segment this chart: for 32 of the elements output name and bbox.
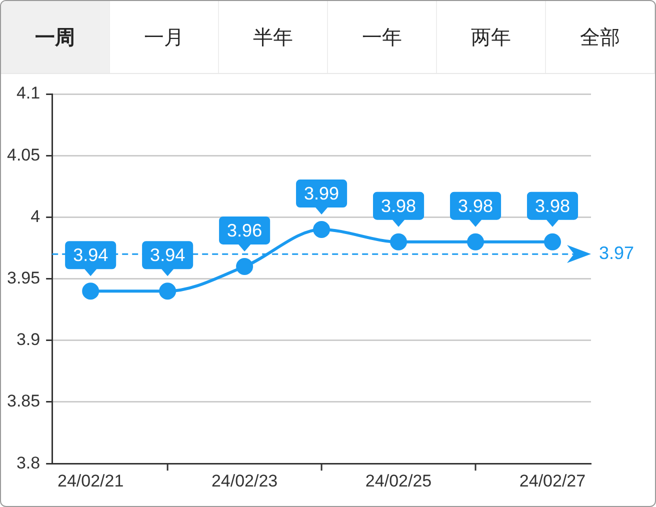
y-tick-label: 3.85 [6, 392, 40, 411]
text: 一月 [110, 1, 219, 73]
point [313, 221, 330, 238]
text: 一年 [328, 1, 437, 73]
x-tick-label: 24/02/23 [211, 471, 278, 490]
x-tick-label: 24/02/27 [519, 471, 586, 490]
data-label: 3.96 [227, 220, 262, 240]
point [390, 233, 408, 250]
y-tick-label: 3.8 [16, 453, 40, 472]
point [544, 233, 562, 250]
y-tick-label: 3.95 [6, 268, 40, 288]
y-tick-label: 4.1 [16, 84, 40, 103]
y-tick-label: 4.05 [6, 145, 40, 164]
point [159, 282, 176, 300]
y-tick-label: 4 [30, 206, 40, 226]
data-label: 3.98 [381, 196, 416, 216]
data-label: 3.94 [150, 245, 186, 266]
point [82, 282, 100, 300]
x-tick-label: 24/02/25 [365, 471, 432, 490]
text: 半年 [219, 1, 328, 73]
text: 两年 [437, 1, 546, 73]
x-tick-label: 24/02/21 [57, 471, 124, 490]
text: 全部 [546, 1, 655, 73]
point [236, 258, 254, 275]
data-label: 3.98 [534, 196, 570, 216]
data-label: 3.99 [304, 183, 340, 204]
data-label: 3.98 [458, 196, 494, 216]
ref-line-label: 3.97 [599, 243, 634, 264]
point [467, 233, 484, 250]
data-label: 3.94 [73, 245, 108, 266]
y-tick-label: 3.9 [16, 330, 40, 350]
text: 一周 [1, 1, 110, 73]
